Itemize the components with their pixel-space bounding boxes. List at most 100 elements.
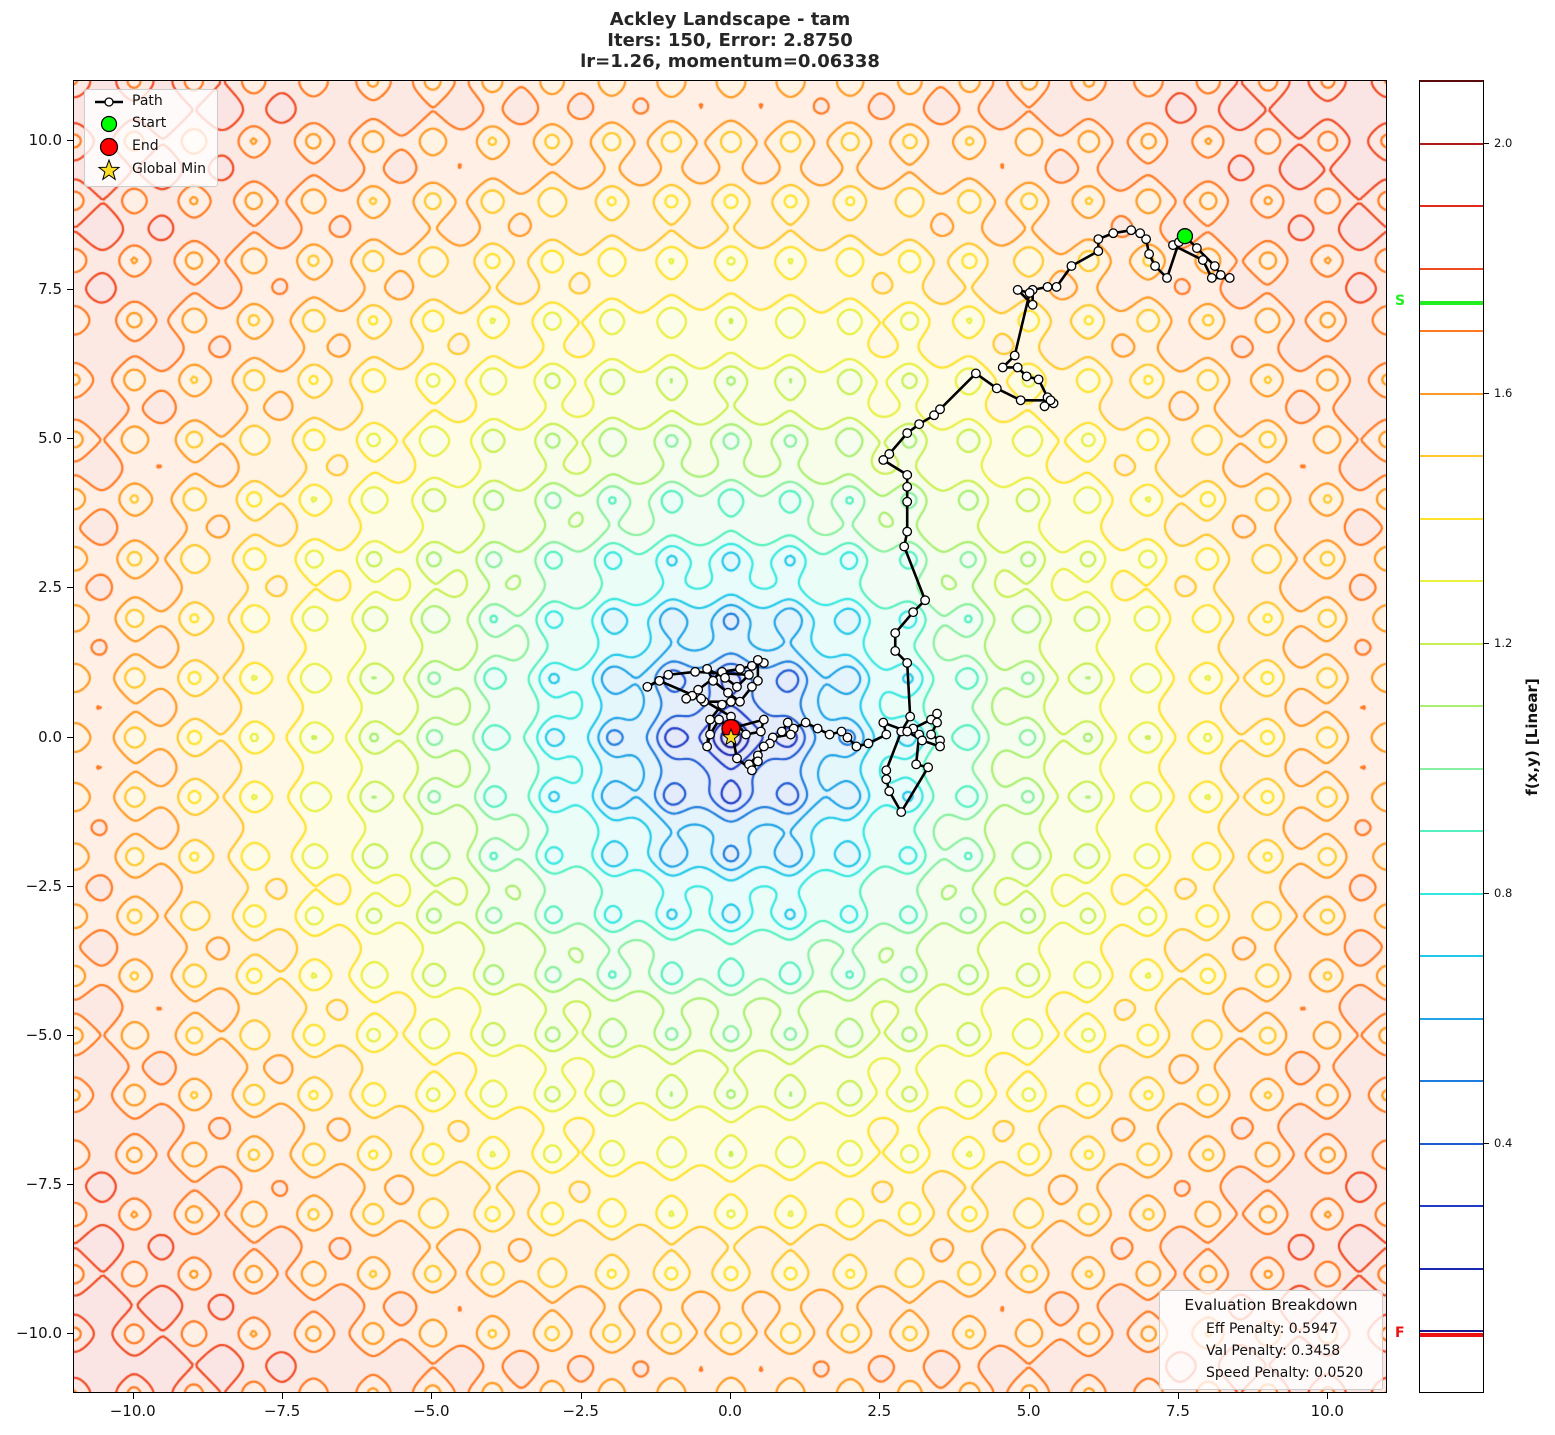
path-point bbox=[705, 714, 716, 725]
colorbar-start-line bbox=[1420, 300, 1483, 305]
path-point bbox=[923, 762, 934, 773]
path-point bbox=[735, 696, 745, 707]
evaluation-title: Evaluation Breakdown bbox=[1184, 1296, 1358, 1314]
path-point bbox=[726, 696, 736, 707]
x-tick bbox=[132, 1393, 134, 1399]
x-tick bbox=[1028, 1393, 1030, 1399]
x-tick bbox=[879, 1393, 881, 1399]
path-point bbox=[902, 428, 913, 439]
x-tick bbox=[730, 1393, 731, 1399]
y-tick bbox=[67, 1034, 73, 1036]
colorbar-level-line bbox=[1420, 1330, 1483, 1333]
path-point bbox=[705, 729, 716, 740]
path-point bbox=[1012, 362, 1023, 373]
colorbar-level-line bbox=[1420, 455, 1483, 458]
path-point bbox=[1039, 401, 1050, 412]
legend: Path Start End Global Min bbox=[84, 89, 218, 187]
colorbar-level-line bbox=[1420, 580, 1483, 583]
y-tick bbox=[67, 885, 73, 887]
path-point bbox=[932, 708, 943, 719]
legend-item-start: Start bbox=[85, 113, 217, 135]
val-penalty: Val Penalty: 0.3458 bbox=[1206, 1343, 1341, 1359]
path-point bbox=[878, 455, 889, 465]
path-point bbox=[902, 481, 913, 492]
path-point bbox=[782, 717, 793, 728]
colorbar-tick bbox=[1484, 1142, 1489, 1144]
green-circle-icon bbox=[100, 115, 118, 133]
path-point bbox=[702, 741, 713, 752]
colorbar-end-label: F bbox=[1395, 1324, 1405, 1341]
path-point bbox=[1108, 228, 1119, 239]
path-point bbox=[663, 669, 674, 680]
path-point bbox=[902, 726, 913, 737]
y-tick bbox=[67, 1333, 73, 1335]
path-point bbox=[785, 729, 796, 740]
x-tick-label: 0.0 bbox=[718, 1402, 742, 1420]
eff-penalty: Eff Penalty: 0.5947 bbox=[1206, 1321, 1338, 1337]
path-point bbox=[746, 681, 757, 692]
title-line-3: lr=1.26, momentum=0.06338 bbox=[580, 51, 880, 72]
x-tick-label: −5.0 bbox=[413, 1402, 450, 1420]
path-point bbox=[881, 765, 892, 776]
path-point bbox=[800, 717, 811, 728]
x-tick-label: 7.5 bbox=[1166, 1402, 1190, 1420]
colorbar-level-line bbox=[1420, 392, 1483, 395]
star-icon bbox=[97, 159, 121, 181]
path-point bbox=[1215, 270, 1226, 280]
path-point bbox=[812, 723, 823, 734]
path-point bbox=[1197, 255, 1208, 265]
title-line-2: Iters: 150, Error: 2.8750 bbox=[607, 30, 853, 51]
path-point bbox=[970, 368, 981, 379]
y-tick bbox=[67, 438, 73, 440]
colorbar-label: f(x,y) [Linear] bbox=[1523, 678, 1541, 796]
x-tick bbox=[1327, 1393, 1329, 1399]
x-tick-label: −7.5 bbox=[263, 1402, 301, 1420]
path-point bbox=[1144, 249, 1155, 260]
path-point bbox=[911, 759, 922, 770]
path-point bbox=[696, 693, 707, 704]
legend-item-global-min: Global Min bbox=[85, 159, 217, 181]
path-point bbox=[935, 404, 945, 415]
x-tick-label: −2.5 bbox=[562, 1402, 599, 1420]
path-point bbox=[902, 496, 913, 507]
path-point bbox=[902, 469, 913, 480]
path-point bbox=[735, 663, 745, 674]
path-point bbox=[746, 765, 757, 776]
colorbar-tick bbox=[1484, 642, 1489, 644]
path-point bbox=[642, 681, 653, 692]
path-point bbox=[693, 684, 704, 695]
path-point bbox=[1135, 228, 1146, 239]
path-point bbox=[881, 774, 892, 785]
y-tick-label: −10.0 bbox=[16, 1324, 62, 1343]
x-tick-label: −10.0 bbox=[109, 1402, 156, 1420]
path-point bbox=[1126, 225, 1137, 236]
colorbar-level-line bbox=[1420, 517, 1483, 520]
path-point bbox=[896, 807, 907, 818]
colorbar-level-line bbox=[1420, 1267, 1483, 1270]
path-point bbox=[1093, 234, 1104, 245]
red-circle-icon bbox=[99, 137, 119, 157]
y-tick-label: 5.0 bbox=[38, 429, 62, 448]
path-point bbox=[740, 729, 751, 740]
colorbar-tick-label: 1.6 bbox=[1494, 385, 1513, 400]
colorbar-level-line bbox=[1420, 1080, 1483, 1083]
path-point bbox=[878, 717, 889, 728]
path-point bbox=[851, 741, 862, 752]
path-point bbox=[905, 711, 916, 722]
path-point bbox=[702, 663, 713, 674]
path-point bbox=[714, 714, 725, 725]
path-point bbox=[690, 666, 701, 677]
colorbar-tick-label: 2.0 bbox=[1494, 135, 1513, 150]
path-point bbox=[836, 726, 847, 737]
path-point bbox=[1021, 371, 1032, 382]
path-point bbox=[1051, 281, 1062, 292]
legend-item-path: Path bbox=[85, 91, 217, 113]
path-point bbox=[1209, 261, 1220, 271]
colorbar-end-line bbox=[1420, 1332, 1483, 1337]
path-point bbox=[752, 675, 763, 686]
path-point bbox=[929, 410, 940, 421]
path-point bbox=[758, 741, 769, 752]
path-point bbox=[991, 383, 1002, 394]
colorbar-tick bbox=[1484, 142, 1489, 144]
path-point bbox=[752, 756, 763, 767]
